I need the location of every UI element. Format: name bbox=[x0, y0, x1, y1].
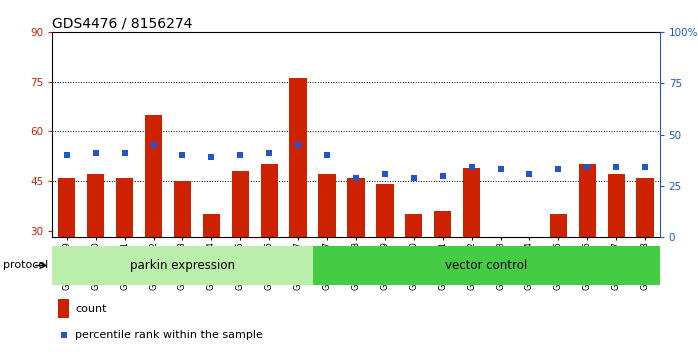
Bar bbox=[58, 178, 75, 330]
Point bbox=[61, 152, 73, 158]
Point bbox=[264, 150, 275, 156]
Point bbox=[581, 165, 593, 170]
Text: count: count bbox=[75, 304, 107, 314]
Point bbox=[350, 175, 362, 181]
Bar bbox=[313, 246, 660, 285]
Bar bbox=[579, 164, 596, 330]
Point bbox=[466, 165, 477, 170]
Bar bbox=[463, 168, 480, 330]
Text: parkin expression: parkin expression bbox=[130, 259, 235, 272]
Bar bbox=[607, 174, 625, 330]
Bar bbox=[260, 164, 278, 330]
Point bbox=[235, 152, 246, 158]
Text: GDS4476 / 8156274: GDS4476 / 8156274 bbox=[52, 17, 193, 31]
Point bbox=[611, 165, 622, 170]
Bar bbox=[290, 78, 307, 330]
Bar bbox=[59, 299, 69, 318]
Bar bbox=[637, 178, 654, 330]
Bar bbox=[434, 211, 452, 330]
Bar bbox=[116, 178, 133, 330]
Bar bbox=[145, 115, 162, 330]
Point bbox=[177, 152, 188, 158]
Text: protocol: protocol bbox=[3, 261, 49, 270]
Text: vector control: vector control bbox=[445, 259, 527, 272]
Point bbox=[206, 154, 217, 160]
Bar bbox=[376, 184, 394, 330]
Point bbox=[90, 150, 101, 156]
Point bbox=[148, 142, 159, 148]
Bar bbox=[348, 178, 364, 330]
Point bbox=[292, 142, 304, 148]
Bar bbox=[202, 214, 220, 330]
Point bbox=[495, 167, 506, 172]
Point bbox=[437, 173, 448, 178]
Bar bbox=[550, 214, 567, 330]
Point bbox=[639, 165, 651, 170]
Point bbox=[119, 150, 131, 156]
Bar bbox=[87, 174, 105, 330]
Bar bbox=[492, 240, 510, 330]
Text: percentile rank within the sample: percentile rank within the sample bbox=[75, 330, 263, 340]
Point bbox=[59, 332, 70, 338]
Point bbox=[524, 171, 535, 176]
Point bbox=[408, 175, 419, 181]
Bar bbox=[52, 246, 313, 285]
Bar bbox=[521, 240, 538, 330]
Bar bbox=[405, 214, 422, 330]
Bar bbox=[318, 174, 336, 330]
Bar bbox=[232, 171, 249, 330]
Point bbox=[322, 152, 333, 158]
Point bbox=[379, 171, 390, 176]
Bar bbox=[174, 181, 191, 330]
Point bbox=[553, 167, 564, 172]
